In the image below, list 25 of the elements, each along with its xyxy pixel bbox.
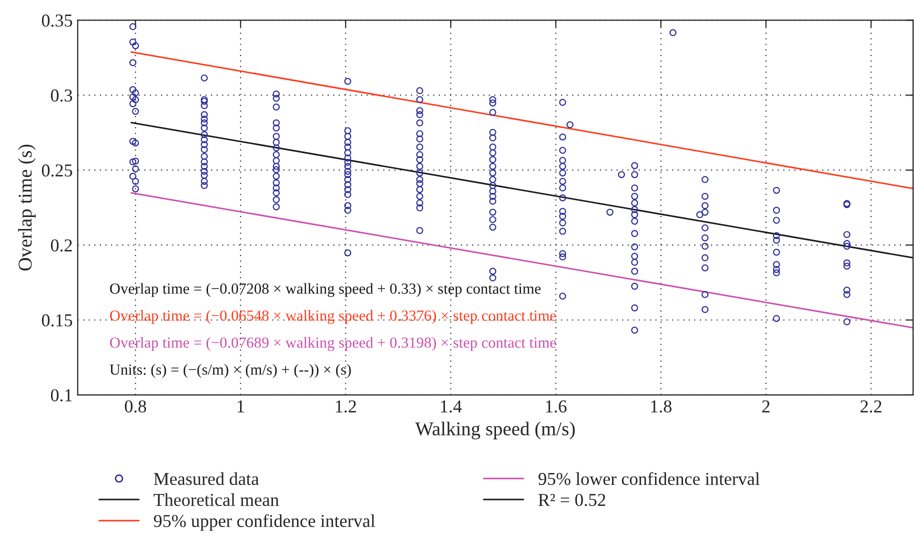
x-tick-label: 1.6: [546, 400, 567, 413]
legend-label: 95% lower confidence interval: [538, 472, 760, 486]
annotation: Overlap time = (−0.06548 × walking speed + 0.3376) × step contact time: [110, 310, 556, 324]
legend-label: 95% upper confidence interval: [154, 514, 376, 531]
y-axis-title: Overlap time (s): [18, 144, 36, 270]
x-tick-label: 1: [238, 400, 244, 412]
legend-label: Measured data: [154, 472, 259, 486]
x-tick-label: 2: [762, 400, 770, 412]
y-tick-label: 0.3: [50, 89, 72, 102]
legend-label: Theoretical mean: [154, 493, 279, 506]
y-tick-label: 0.1: [50, 389, 72, 402]
x-axis-title: Walking speed (m/s): [415, 422, 575, 440]
y-tick-label: 0.25: [42, 164, 72, 177]
y-tick-label: 0.2: [50, 239, 72, 252]
x-tick-label: 0.8: [124, 400, 146, 413]
y-tick-label: 0.35: [42, 14, 72, 27]
annotation: Overlap time = (−0.07208 × walking speed + 0.33) × step contact time: [110, 283, 541, 297]
x-tick-label: 2.2: [860, 400, 882, 413]
y-tick-label: 0.15: [42, 314, 72, 327]
x-tick-label: 1.4: [441, 400, 462, 413]
annotation: Overlap time = (−0.07689 × walking speed + 0.3198) × step contact time: [110, 337, 556, 351]
x-tick-label: 1.8: [651, 400, 672, 413]
annotation: Units: (s) = (−(s/m) × (m/s) + (--)) × (s): [110, 364, 351, 378]
x-tick-label: 1.2: [336, 400, 356, 413]
text: R² = 0.52: [538, 494, 606, 506]
